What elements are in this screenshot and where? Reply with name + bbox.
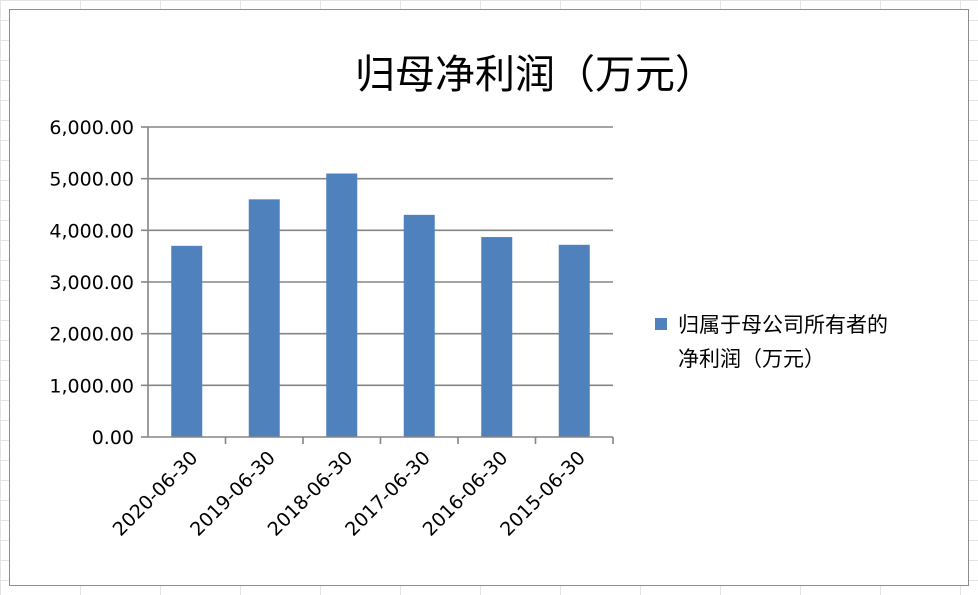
- bar-chart: 归母净利润（万元） 0.00 1,000.00 2,000.00 3,000.00 4,…: [49, 52, 888, 541]
- bar: [248, 199, 280, 437]
- bar: [558, 244, 590, 437]
- gridlines: [148, 126, 613, 387]
- y-tick-label: 2,000.00: [49, 324, 134, 346]
- legend-swatch: [655, 318, 667, 330]
- legend-label-line-2: 净利润（万元）: [678, 347, 825, 371]
- y-tick-label: 4,000.00: [49, 220, 134, 242]
- bars: [171, 173, 590, 437]
- bar: [326, 173, 358, 437]
- y-tick-label: 6,000.00: [49, 117, 134, 139]
- x-axis-tick-labels: 2020-06-302019-06-302018-06-302017-06-30…: [109, 447, 590, 541]
- chart-area[interactable]: 归母净利润（万元） 0.00 1,000.00 2,000.00 3,000.00 4,…: [9, 9, 969, 586]
- bar: [481, 237, 513, 437]
- y-tick-label: 1,000.00: [49, 375, 134, 397]
- y-axis-tick-labels: 0.00 1,000.00 2,000.00 3,000.00 4,000.00 5,00…: [49, 117, 134, 449]
- chart-title: 归母净利润（万元）: [355, 52, 715, 98]
- legend: 归属于母公司所有者的 净利润（万元）: [655, 313, 888, 371]
- bar: [403, 214, 435, 437]
- y-tick-label: 5,000.00: [49, 169, 134, 191]
- bar: [171, 245, 203, 437]
- axes: [141, 126, 614, 444]
- y-tick-label: 3,000.00: [49, 272, 134, 294]
- y-tick-label: 0.00: [92, 427, 134, 449]
- legend-label-line-1: 归属于母公司所有者的: [678, 313, 888, 337]
